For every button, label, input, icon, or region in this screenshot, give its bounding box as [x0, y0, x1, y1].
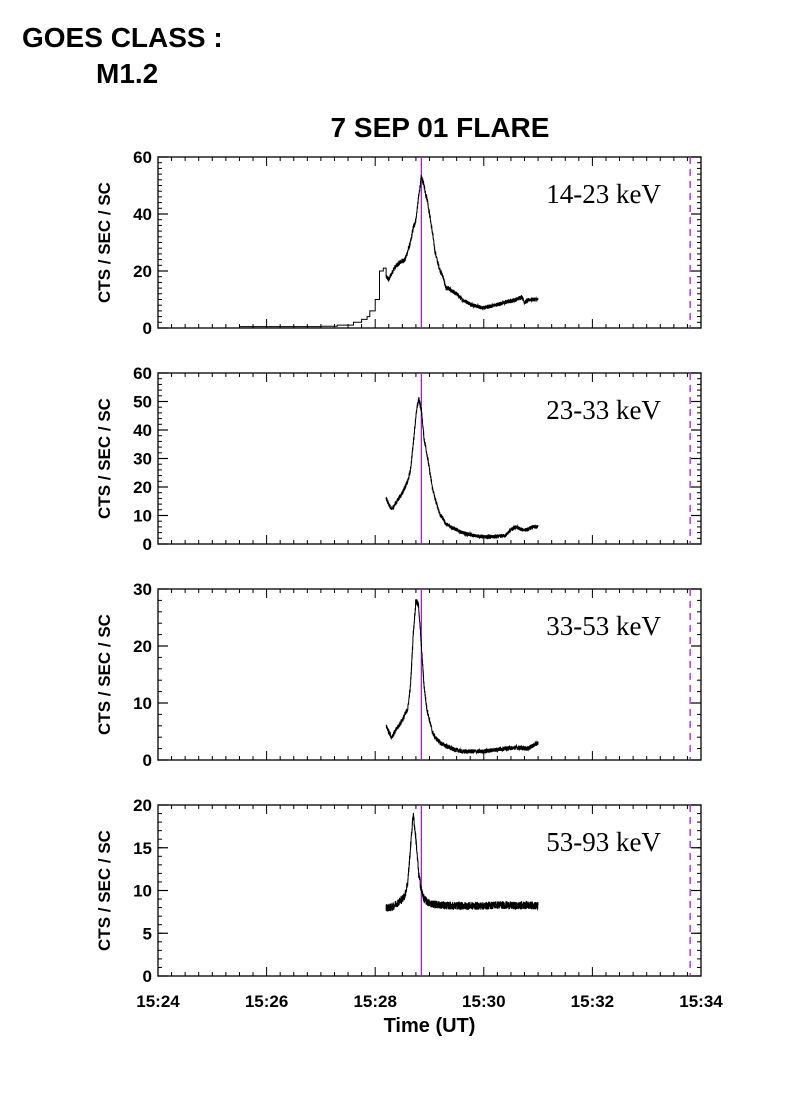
energy-band-label: 23-33 keV [546, 395, 661, 425]
count-rate-series [385, 397, 539, 540]
count-rate-series [385, 812, 539, 912]
y-tick-label: 0 [143, 967, 152, 986]
y-axis-label: CTS / SEC / SC [95, 182, 114, 303]
y-axis-label: CTS / SEC / SC [95, 830, 114, 951]
x-axis-label: Time (UT) [384, 1015, 476, 1037]
y-tick-label: 30 [133, 580, 152, 599]
y-tick-label: 0 [143, 319, 152, 338]
x-tick-label: 15:34 [679, 992, 723, 1011]
y-tick-label: 10 [133, 694, 152, 713]
y-tick-label: 15 [133, 839, 152, 858]
panel-4: 0 5 10 15 20 CTS / SEC / SC 53-93 keV [95, 796, 702, 986]
panel-1: 0 20 40 60 CTS / SEC / SC 14-23 keV [95, 148, 702, 338]
goes-class-label: GOES CLASS : [22, 22, 223, 53]
count-rate-series [385, 598, 539, 755]
y-tick-label: 0 [143, 535, 152, 554]
energy-band-label: 14-23 keV [546, 179, 661, 209]
y-tick-label: 20 [133, 478, 152, 497]
x-tick-label: 15:32 [571, 992, 614, 1011]
x-tick-label: 15:28 [353, 992, 396, 1011]
panel-3: 0 10 20 30 CTS / SEC / SC 33-53 keV [95, 580, 702, 770]
goes-class-value: M1.2 [96, 58, 159, 89]
y-tick-label: 0 [143, 751, 152, 770]
y-tick-label: 60 [133, 148, 152, 167]
y-tick-label: 40 [133, 421, 152, 440]
y-axis-label: CTS / SEC / SC [95, 398, 114, 519]
y-tick-label: 10 [133, 507, 152, 526]
x-tick-label: 15:30 [462, 992, 505, 1011]
y-tick-label: 40 [133, 205, 152, 224]
panel-2: 0 10 20 30 40 50 60 CTS / SEC / SC 23-33 keV [95, 364, 702, 554]
x-tick-label: 15:24 [136, 992, 180, 1011]
y-tick-label: 30 [133, 450, 152, 469]
y-tick-label: 50 [133, 393, 152, 412]
y-tick-label: 20 [133, 796, 152, 815]
x-tick-label: 15:26 [245, 992, 288, 1011]
figure-title: 7 SEP 01 FLARE [330, 112, 550, 143]
goes-class-annotation: GOES CLASS : M1.2 [22, 20, 223, 92]
y-tick-label: 60 [133, 364, 152, 383]
y-tick-label: 20 [133, 637, 152, 656]
y-tick-label: 5 [143, 924, 152, 943]
y-tick-label: 10 [133, 882, 152, 901]
energy-band-label: 33-53 keV [546, 611, 661, 641]
count-rate-series [239, 174, 539, 328]
energy-band-label: 53-93 keV [546, 827, 661, 857]
y-axis-label: CTS / SEC / SC [95, 614, 114, 735]
y-tick-label: 20 [133, 262, 152, 281]
